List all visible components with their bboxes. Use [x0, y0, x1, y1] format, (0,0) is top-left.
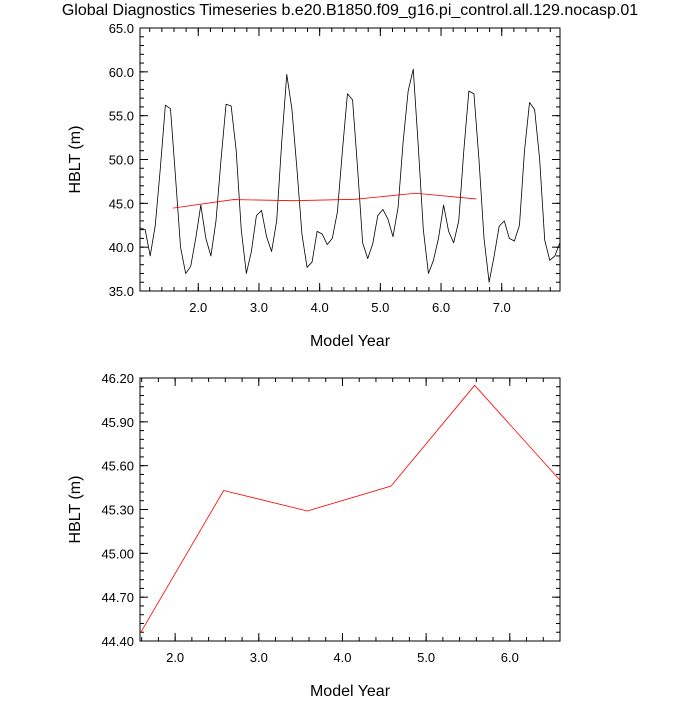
x-tick-label: 4.0	[311, 300, 329, 315]
x-tick-label: 4.0	[333, 650, 351, 665]
x-axis-label: Model Year	[310, 683, 391, 700]
x-tick-label: 6.0	[501, 650, 519, 665]
y-tick-label: 46.20	[101, 371, 134, 386]
x-tick-label: 2.0	[189, 300, 207, 315]
y-tick-label: 45.00	[101, 546, 134, 561]
y-tick-label: 65.0	[109, 21, 134, 36]
page-title: Global Diagnostics Timeseries b.e20.B185…	[61, 2, 639, 19]
x-tick-label: 5.0	[371, 300, 389, 315]
y-tick-label: 45.30	[101, 503, 134, 518]
x-tick-label: 2.0	[166, 650, 184, 665]
y-tick-label: 60.0	[109, 65, 134, 80]
x-tick-label: 3.0	[250, 650, 268, 665]
x-tick-label: 3.0	[250, 300, 268, 315]
y-axis-label: HBLT (m)	[67, 126, 84, 194]
y-tick-label: 44.40	[101, 634, 134, 649]
top-panel: 2.0 3.0 4.0 5.0 6.0 7.0 35.0 40.0 45.0 50.0 55.0 60…	[67, 21, 561, 350]
y-tick-label: 55.0	[109, 109, 134, 124]
y-tick-label: 40.0	[109, 240, 134, 255]
x-tick-label: 7.0	[493, 300, 511, 315]
y-tick-label: 44.70	[101, 590, 134, 605]
y-tick-label: 45.0	[109, 196, 134, 211]
y-tick-label: 45.60	[101, 459, 134, 474]
y-axis-label: HBLT (m)	[67, 476, 84, 544]
x-tick-label: 6.0	[432, 300, 450, 315]
top-plot-frame	[139, 27, 561, 292]
annual-series-line	[139, 384, 561, 634]
bottom-panel: 2.0 3.0 4.0 5.0 6.0 44.40 44.70 45.00 45.30 45.60…	[67, 371, 561, 700]
monthly-series-line	[139, 68, 561, 283]
x-tick-label: 5.0	[417, 650, 435, 665]
y-tick-label: 50.0	[109, 153, 134, 168]
y-tick-label: 45.90	[101, 415, 134, 430]
annual-series-line	[172, 192, 477, 209]
y-tick-label: 35.0	[109, 284, 134, 299]
bottom-plot-frame	[139, 377, 561, 642]
x-axis-label: Model Year	[310, 333, 391, 350]
